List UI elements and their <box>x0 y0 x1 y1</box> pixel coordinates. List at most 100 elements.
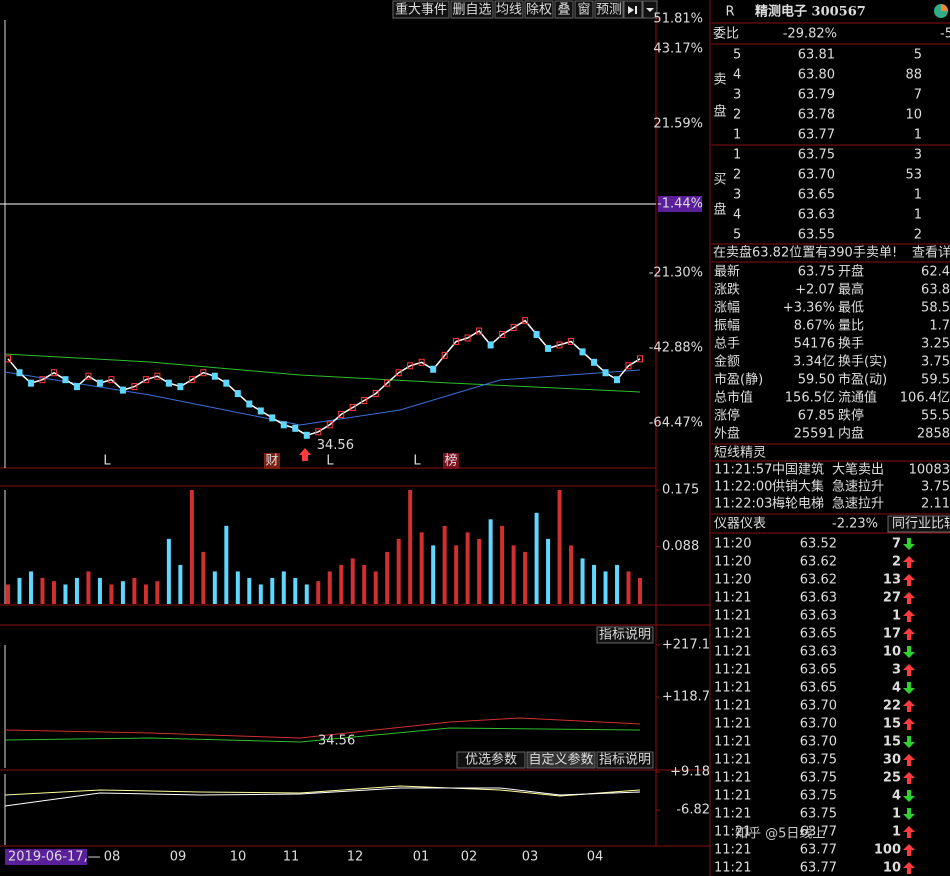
candle <box>211 372 218 380</box>
notice: 在卖盘63.82位置有 <box>713 245 828 261</box>
order-level: 1 <box>733 148 741 163</box>
toolbar-button[interactable] <box>450 0 494 19</box>
up-arrow <box>903 844 915 856</box>
industry-button[interactable] <box>887 515 950 533</box>
volume-bar <box>511 545 516 604</box>
order-price: 63.63 <box>798 208 835 223</box>
volume-bar <box>569 545 574 604</box>
market-flag: R <box>725 5 734 20</box>
stat-label: 涨停 <box>714 408 740 424</box>
panel-button-label: 自定义参数 <box>528 752 593 768</box>
candle <box>246 400 253 408</box>
indicator-line <box>4 787 641 807</box>
candle <box>188 376 195 384</box>
stat-label: 换手(实) <box>838 355 887 370</box>
down-arrow <box>903 646 915 658</box>
panel-button[interactable] <box>456 751 526 769</box>
stat-label: 跌停 <box>838 408 864 424</box>
candle <box>96 379 103 387</box>
toolbar-button[interactable] <box>392 0 450 19</box>
tick-volume: 1 <box>892 825 901 840</box>
tick-price: 63.65 <box>800 681 837 696</box>
candle <box>177 383 184 391</box>
tick-volume: 1 <box>892 609 901 624</box>
volume-bar <box>201 551 206 604</box>
stock-name: 精测电子 300567 <box>755 4 866 20</box>
weibi-value: -29.82% <box>783 27 837 42</box>
sprite-cell: 11:21:57 <box>714 463 772 478</box>
panel-button[interactable] <box>596 751 654 769</box>
candle <box>407 362 414 370</box>
tick-volume: 100 <box>874 843 901 858</box>
tick-time: 11:21 <box>714 609 751 624</box>
toolbar-button[interactable] <box>574 0 594 19</box>
volume-bar <box>235 571 240 604</box>
candle <box>326 421 333 429</box>
stat-label: 最新 <box>714 264 740 280</box>
candle <box>533 331 540 339</box>
stat-value: 54176 <box>794 337 835 352</box>
candle <box>614 376 621 384</box>
volume-bar <box>603 571 608 604</box>
side-label: 盘 <box>713 202 726 218</box>
stat-label: 流通值 <box>838 390 877 406</box>
candle <box>522 317 529 325</box>
volume-bar <box>143 584 148 604</box>
tick-volume: 4 <box>892 789 901 804</box>
x-tick-label: 08 <box>104 850 121 865</box>
candle <box>108 376 115 384</box>
order-volume: 88 <box>905 68 922 83</box>
order-price: 63.75 <box>798 148 835 163</box>
candle <box>27 379 34 387</box>
toolbar-button[interactable] <box>524 0 554 19</box>
candle <box>200 369 207 377</box>
candle <box>476 327 483 335</box>
order-price: 63.79 <box>798 88 835 103</box>
stat-value: +2.07 <box>795 283 835 298</box>
toolbar-icon <box>646 8 654 12</box>
candle <box>361 397 368 405</box>
candle <box>50 369 57 377</box>
indicator-line <box>4 717 641 739</box>
up-arrow <box>903 826 915 838</box>
stat-value: 58.5 <box>921 301 950 316</box>
x-tick-label: 12 <box>347 850 364 865</box>
volume-bar <box>454 545 459 604</box>
order-level: 2 <box>733 168 741 183</box>
volume-bar <box>28 571 33 604</box>
candle <box>349 403 356 411</box>
sprite-cell: 急速拉升 <box>832 480 884 495</box>
order-volume: 7 <box>914 88 922 103</box>
volume-bar <box>477 538 482 604</box>
tick-volume: 27 <box>883 591 901 606</box>
side-label: 卖 <box>713 73 726 88</box>
sprite-cell: 梅轮电梯 <box>772 497 824 512</box>
order-price: 63.77 <box>798 128 835 143</box>
order-price: 63.65 <box>798 188 835 203</box>
sprite-cell: 11:22:00 <box>714 480 772 495</box>
order-level: 2 <box>733 108 741 123</box>
stat-value: 62.4 <box>921 265 950 280</box>
panel-button-label: 优选参数 <box>465 752 517 768</box>
toolbar-button[interactable] <box>494 0 524 19</box>
order-volume: 1 <box>914 188 922 203</box>
order-level: 5 <box>733 48 741 63</box>
order-level: 3 <box>733 88 741 103</box>
y-tick-label: 0.175 <box>662 483 699 498</box>
toolbar-button[interactable] <box>554 0 574 19</box>
panel-button[interactable] <box>526 751 596 769</box>
y-tick-label: 0.088 <box>662 539 699 554</box>
panel-button[interactable] <box>596 626 654 644</box>
down-arrow <box>903 808 915 820</box>
y-tick-label: 51.81% <box>653 12 703 27</box>
stat-label: 总手 <box>714 337 740 352</box>
notice: 卖单! <box>866 246 897 261</box>
candle <box>395 369 402 377</box>
volume-bar <box>132 577 137 604</box>
candle <box>142 376 149 384</box>
marker-bg <box>264 453 280 469</box>
volume-bar <box>362 564 367 604</box>
up-arrow <box>903 628 915 640</box>
toolbar-button[interactable] <box>594 0 624 19</box>
